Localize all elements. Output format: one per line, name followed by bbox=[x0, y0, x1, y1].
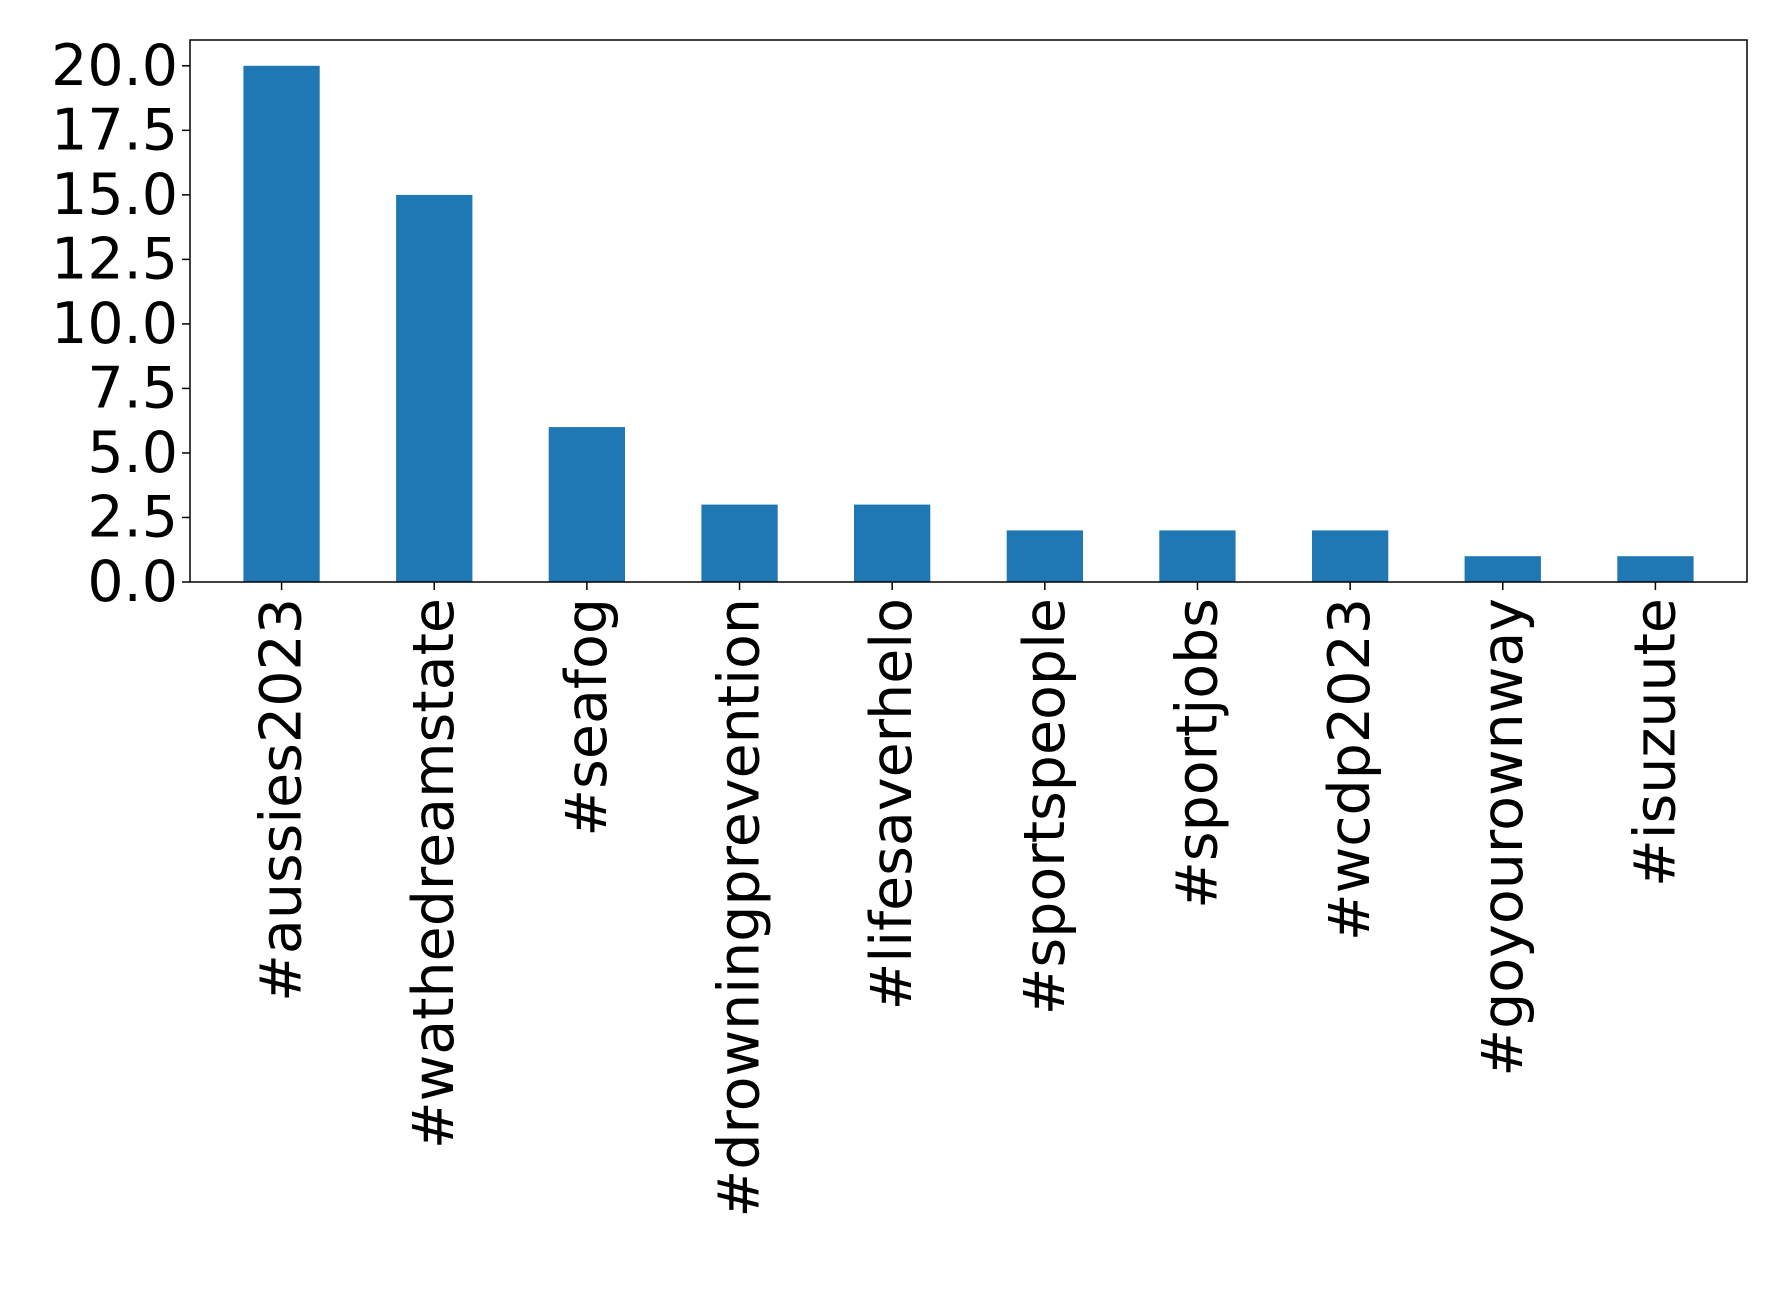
x-axis: #aussies2023 #wathedreamstate #seafog #drow… bbox=[249, 582, 1688, 1217]
x-tick-label-2: #seafog bbox=[554, 598, 620, 837]
bar-7 bbox=[1312, 530, 1389, 582]
bar-8 bbox=[1464, 556, 1541, 582]
bar-1 bbox=[396, 194, 473, 582]
x-tick-label-8: #goyourownway bbox=[1470, 598, 1536, 1077]
x-tick-label-3: #drowningprevention bbox=[707, 598, 773, 1217]
bar-6 bbox=[1159, 530, 1236, 582]
x-tick-label-4: #lifesaverhelo bbox=[859, 598, 925, 1010]
y-tick-label-6: 15.0 bbox=[51, 162, 178, 228]
x-tick-label-6: #sportjobs bbox=[1165, 598, 1231, 909]
x-tick-label-5: #sportspeople bbox=[1012, 598, 1078, 1015]
y-tick-label-4: 10.0 bbox=[51, 291, 178, 357]
bar-4 bbox=[854, 504, 931, 582]
y-tick-label-7: 17.5 bbox=[51, 97, 178, 163]
bar-3 bbox=[701, 504, 778, 582]
bars-group bbox=[243, 65, 1694, 583]
x-tick-label-7: #wcdp2023 bbox=[1317, 598, 1383, 941]
bar-5 bbox=[1006, 530, 1083, 582]
x-tick-label-0: #aussies2023 bbox=[249, 598, 315, 1002]
x-tick-label-9: #isuzuute bbox=[1622, 598, 1688, 887]
y-tick-label-3: 7.5 bbox=[87, 355, 178, 421]
x-tick-label-1: #wathedreamstate bbox=[401, 598, 467, 1149]
plot-frame bbox=[189, 39, 1748, 583]
y-tick-label-8: 20.0 bbox=[51, 33, 178, 99]
bar-0 bbox=[243, 65, 320, 583]
y-tick-label-0: 0.0 bbox=[87, 549, 178, 615]
y-axis: 0.02.55.07.510.012.515.017.520.0 bbox=[51, 33, 190, 615]
y-tick-label-1: 2.5 bbox=[87, 485, 178, 551]
bar-9 bbox=[1617, 556, 1694, 582]
bar-2 bbox=[548, 427, 625, 582]
y-tick-label-2: 5.0 bbox=[87, 420, 178, 486]
y-tick-label-5: 12.5 bbox=[51, 226, 178, 292]
